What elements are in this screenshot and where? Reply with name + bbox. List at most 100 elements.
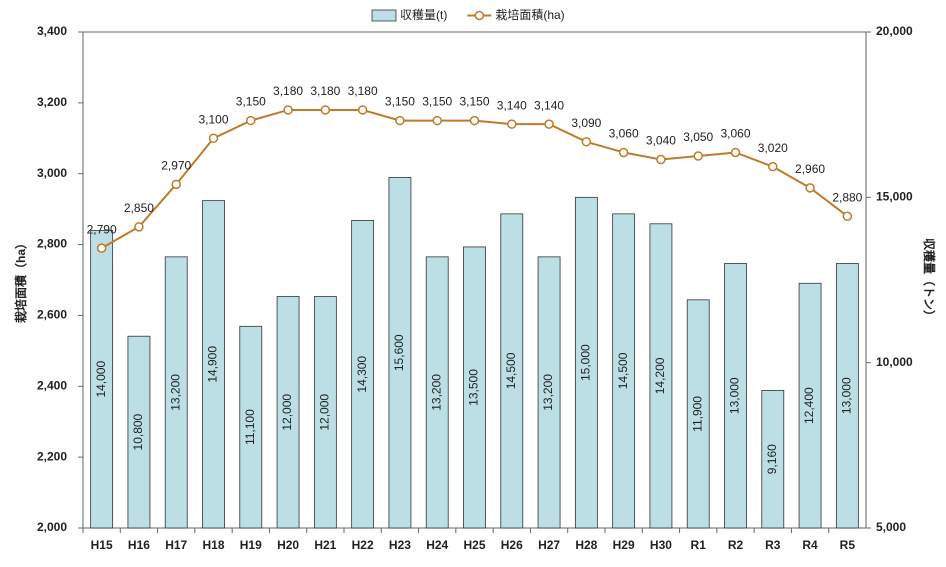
y2-tick-label: 15,000 xyxy=(876,190,913,204)
bar-value-label: 14,300 xyxy=(355,356,369,393)
bar xyxy=(127,335,151,529)
line-marker xyxy=(134,222,144,232)
line-marker xyxy=(469,115,480,126)
line-marker xyxy=(96,243,107,253)
x-tick-label: R1 xyxy=(691,538,707,552)
bar xyxy=(724,263,747,529)
bar-value-label: 13,500 xyxy=(467,369,481,406)
bar xyxy=(761,390,785,529)
x-tick-label: H21 xyxy=(314,538,336,552)
bar xyxy=(164,256,188,529)
line-marker xyxy=(730,147,741,158)
bar xyxy=(388,177,412,529)
line-value-label: 3,040 xyxy=(646,134,676,148)
y-tick-label: 3,200 xyxy=(37,95,67,109)
bar xyxy=(500,213,524,529)
legend-swatch xyxy=(371,9,397,22)
bar-value-label: 14,000 xyxy=(94,361,108,398)
bar-value-label: 11,100 xyxy=(243,409,257,445)
line-marker xyxy=(320,105,331,115)
x-tick-label: H24 xyxy=(426,538,448,552)
x-tick-label: H23 xyxy=(389,538,411,552)
x-tick-label: H22 xyxy=(352,538,374,552)
bar xyxy=(351,220,375,529)
x-tick-label: H28 xyxy=(575,538,597,552)
line-marker xyxy=(171,179,181,190)
line-marker xyxy=(656,154,666,165)
x-tick-label: R4 xyxy=(802,538,818,552)
legend-marker xyxy=(474,10,485,21)
line-value-label: 3,180 xyxy=(348,84,378,98)
line-marker xyxy=(805,183,815,193)
bar xyxy=(90,229,114,529)
bar xyxy=(835,263,859,529)
line-value-label: 3,050 xyxy=(683,130,713,144)
x-tick-label: H26 xyxy=(501,538,523,552)
x-tick-label: H25 xyxy=(463,538,485,552)
x-tick-label: R3 xyxy=(765,538,781,552)
x-tick-label: H16 xyxy=(128,538,150,552)
x-tick-label: H20 xyxy=(277,538,299,552)
line-marker xyxy=(768,161,778,172)
line-marker xyxy=(432,115,442,126)
line-marker xyxy=(842,211,853,221)
x-tick-label: H17 xyxy=(165,538,187,552)
y-tick-label: 3,400 xyxy=(37,24,67,38)
y-tick-label: 3,000 xyxy=(37,166,67,180)
line-marker xyxy=(544,119,554,129)
bar-value-label: 14,200 xyxy=(653,357,667,394)
x-tick-label: H30 xyxy=(650,538,672,552)
x-tick-label: H19 xyxy=(240,538,262,552)
line-marker xyxy=(357,105,368,115)
bar xyxy=(239,325,263,529)
line-value-label: 3,140 xyxy=(534,98,564,112)
y-tick-label: 2,800 xyxy=(37,237,67,251)
bar-value-label: 13,000 xyxy=(728,377,742,414)
bar xyxy=(313,296,337,529)
legend-label: 栽培面積(ha) xyxy=(495,7,564,22)
bar xyxy=(574,196,598,529)
bar-value-label: 15,000 xyxy=(579,344,593,381)
x-tick-label: H27 xyxy=(538,538,560,552)
bar xyxy=(686,299,710,529)
bar-value-label: 13,000 xyxy=(840,377,854,414)
x-tick-label: H15 xyxy=(91,538,113,552)
y-axis-label: 栽培面積（ha） xyxy=(13,237,28,323)
line-value-label: 3,060 xyxy=(720,127,750,141)
x-tick-label: H29 xyxy=(613,538,635,552)
bar xyxy=(537,256,561,529)
line-value-label: 3,060 xyxy=(609,127,639,141)
bar-value-label: 11,900 xyxy=(690,396,704,432)
line-value-label: 3,150 xyxy=(236,95,266,109)
bar-value-label: 10,800 xyxy=(131,413,145,450)
line-value-label: 3,140 xyxy=(497,98,527,112)
legend-label: 収穫量(t) xyxy=(400,8,447,22)
x-tick-label: R5 xyxy=(840,538,856,552)
bar-value-label: 15,600 xyxy=(392,334,406,371)
line-value-label: 3,180 xyxy=(273,84,303,98)
line-value-label: 3,150 xyxy=(459,95,489,109)
y-tick-label: 2,400 xyxy=(37,378,67,392)
bar-value-label: 13,200 xyxy=(541,374,555,411)
line-value-label: 3,090 xyxy=(571,116,601,130)
line-value-label: 3,100 xyxy=(198,112,228,126)
bar xyxy=(425,256,449,529)
line-marker xyxy=(283,105,293,115)
bar-value-label: 14,500 xyxy=(616,352,630,389)
line-marker xyxy=(693,151,703,161)
line-value-label: 2,790 xyxy=(87,222,117,236)
line-marker xyxy=(507,119,517,129)
bar-value-label: 12,000 xyxy=(318,394,332,431)
x-tick-label: H18 xyxy=(202,538,224,552)
line-marker xyxy=(618,147,629,158)
bar-value-label: 9,160 xyxy=(765,444,779,474)
line-marker xyxy=(581,137,592,147)
y-tick-label: 2,600 xyxy=(37,308,67,322)
y2-tick-label: 5,000 xyxy=(876,520,906,534)
bar xyxy=(276,296,300,529)
y2-tick-label: 10,000 xyxy=(876,355,913,369)
y2-tick-label: 20,000 xyxy=(876,24,913,38)
bar xyxy=(798,282,822,529)
y-tick-label: 2,200 xyxy=(37,449,67,463)
